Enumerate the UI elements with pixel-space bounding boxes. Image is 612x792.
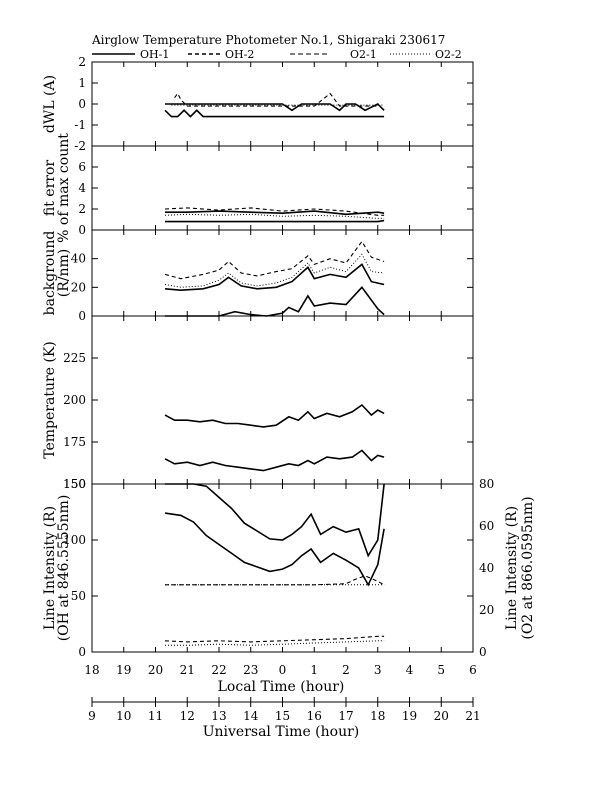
ut-tick-label-8: 17 bbox=[338, 709, 353, 723]
y-axis-label-2: background bbox=[42, 231, 58, 316]
y-tick-label-4-1: 100 bbox=[63, 533, 86, 547]
y-tick-label-3-0: 225 bbox=[63, 351, 86, 365]
y-tick-label-1-1: 4 bbox=[78, 181, 86, 195]
ut-tick-label-12: 21 bbox=[465, 709, 480, 723]
legend-label-oh2: OH-2 bbox=[225, 48, 254, 61]
ut-tick-label-11: 20 bbox=[434, 709, 449, 723]
series-line-2-o2-2 bbox=[164, 253, 385, 288]
local-tick-label-6: 0 bbox=[279, 663, 287, 677]
y-axis-label2-2: (R/nm) bbox=[56, 249, 72, 297]
y-right-tick-label-4-0: 80 bbox=[479, 477, 494, 491]
y-axis-label-4: Line Intensity (R) bbox=[42, 506, 58, 630]
legend-label-o21: O2-1 bbox=[350, 48, 377, 61]
y-tick-label-0-3: -1 bbox=[74, 118, 86, 132]
y-right-tick-label-4-4: 0 bbox=[479, 645, 487, 659]
series-line-0-oh-2 bbox=[165, 103, 385, 112]
series-line-2-o2-1 bbox=[164, 240, 385, 280]
ut-tick-label-6: 15 bbox=[275, 709, 290, 723]
local-tick-label-2: 20 bbox=[148, 663, 163, 677]
universal-time-axis: 9 10 11 12 13 14 15 16 17 18 19 20 21 bbox=[88, 697, 481, 723]
chart-title: Airglow Temperature Photometer No.1, Shi… bbox=[91, 33, 445, 47]
y-tick-label-3-3: 150 bbox=[63, 477, 86, 491]
y-axis-label-0: dWL (A) bbox=[42, 75, 58, 133]
panel-0: 2 1 0 -1 -2 dWL (A) bbox=[42, 55, 474, 153]
y-axis-label-right2-4: (O2 at 866.0595nm) bbox=[520, 496, 536, 639]
local-tick-label-10: 4 bbox=[406, 663, 414, 677]
panel-3: 225 200 175 150 Temperature (K) bbox=[42, 315, 474, 491]
legend: OH-1 OH-2 O2-1 O2-2 bbox=[92, 48, 462, 61]
legend-label-o22: O2-2 bbox=[435, 48, 462, 61]
y-right-tick-label-4-1: 60 bbox=[479, 519, 494, 533]
ut-tick-label-2: 11 bbox=[148, 709, 163, 723]
local-tick-label-3: 21 bbox=[180, 663, 195, 677]
local-tick-label-11: 5 bbox=[437, 663, 445, 677]
local-tick-label-1: 19 bbox=[116, 663, 131, 677]
y-tick-label-0-1: 1 bbox=[78, 76, 86, 90]
local-tick-label-7: 1 bbox=[310, 663, 318, 677]
ut-tick-label-7: 16 bbox=[307, 709, 322, 723]
ut-tick-label-5: 14 bbox=[243, 709, 259, 723]
series-line-2-oh-1 bbox=[165, 286, 385, 317]
ut-tick-label-10: 19 bbox=[402, 709, 417, 723]
series-line-2-oh-2 bbox=[164, 263, 385, 292]
y-axis-label-3: Temperature (K) bbox=[42, 341, 58, 459]
y-right-tick-label-4-2: 40 bbox=[479, 561, 494, 575]
series-line-4-oh-2 bbox=[164, 512, 385, 587]
local-time-axis-label: Local Time (hour) bbox=[218, 679, 345, 695]
y-tick-label-0-4: -2 bbox=[74, 139, 86, 153]
local-tick-label-12: 6 bbox=[469, 663, 477, 677]
y-tick-label-0-2: 0 bbox=[78, 97, 86, 111]
ut-tick-label-3: 12 bbox=[180, 709, 195, 723]
series-line-1-oh-2 bbox=[165, 219, 385, 223]
y-tick-label-1-2: 2 bbox=[78, 202, 86, 216]
y-tick-label-0-0: 2 bbox=[78, 55, 86, 69]
y-tick-label-4-0: 150 bbox=[63, 477, 86, 491]
panel-2: 40 20 0 background(R/nm) bbox=[42, 229, 474, 323]
series-line-1-oh-1 bbox=[165, 210, 385, 216]
y-tick-label-3-2: 175 bbox=[63, 435, 86, 449]
ut-tick-label-9: 18 bbox=[370, 709, 385, 723]
ut-tick-label-4: 13 bbox=[211, 709, 226, 723]
y-right-tick-label-4-3: 20 bbox=[479, 603, 494, 617]
y-axis-label2-4: (OH at 846.5555nm) bbox=[56, 495, 72, 642]
series-line-1-o2-2 bbox=[164, 213, 385, 219]
series-line-0-oh-1 bbox=[164, 109, 385, 118]
panel-frame-2 bbox=[91, 229, 474, 317]
local-tick-label-5: 23 bbox=[243, 663, 258, 677]
y-axis-label-1: fit error bbox=[42, 160, 58, 217]
local-time-axis: 18 19 20 21 22 23 0 1 2 3 4 5 6 bbox=[84, 663, 476, 677]
y-tick-label-1-0: 6 bbox=[78, 160, 86, 174]
y-tick-label-2-2: 0 bbox=[78, 309, 86, 323]
y-tick-label-2-1: 20 bbox=[71, 280, 86, 294]
series-line-4-oh-noise-2 bbox=[165, 640, 385, 646]
y-axis-label2-1: % of max count bbox=[56, 133, 72, 243]
local-tick-label-8: 2 bbox=[342, 663, 350, 677]
ut-tick-label-0: 9 bbox=[88, 709, 96, 723]
series-line-4-o2-1 bbox=[165, 575, 385, 586]
series-line-4-oh-1 bbox=[165, 483, 385, 558]
local-tick-label-4: 22 bbox=[211, 663, 226, 677]
y-tick-label-3-1: 200 bbox=[63, 393, 86, 407]
panel-frame-3 bbox=[91, 315, 474, 485]
series-line-3-oh bbox=[164, 403, 385, 428]
universal-time-axis-label: Universal Time (hour) bbox=[203, 724, 360, 740]
series-line-0-o2-1 bbox=[174, 92, 378, 107]
panel-frame-4 bbox=[91, 483, 474, 653]
y-tick-label-4-2: 50 bbox=[71, 589, 86, 603]
local-tick-label-9: 3 bbox=[374, 663, 382, 677]
y-tick-label-4-3: 0 bbox=[78, 645, 86, 659]
series-line-3-o2 bbox=[164, 449, 385, 472]
legend-label-oh1: OH-1 bbox=[140, 48, 169, 61]
ut-tick-label-1: 10 bbox=[116, 709, 131, 723]
series-line-4-oh-noise-1 bbox=[164, 635, 385, 643]
y-tick-label-2-0: 40 bbox=[71, 252, 86, 266]
panel-1: 6 4 2 0 fit error% of max count bbox=[42, 133, 474, 243]
panel-frame-1 bbox=[91, 145, 474, 231]
y-tick-label-1-3: 0 bbox=[78, 223, 86, 237]
local-tick-label-0: 18 bbox=[84, 663, 99, 677]
y-axis-label-right-4: Line Intensity (R) bbox=[504, 506, 520, 630]
